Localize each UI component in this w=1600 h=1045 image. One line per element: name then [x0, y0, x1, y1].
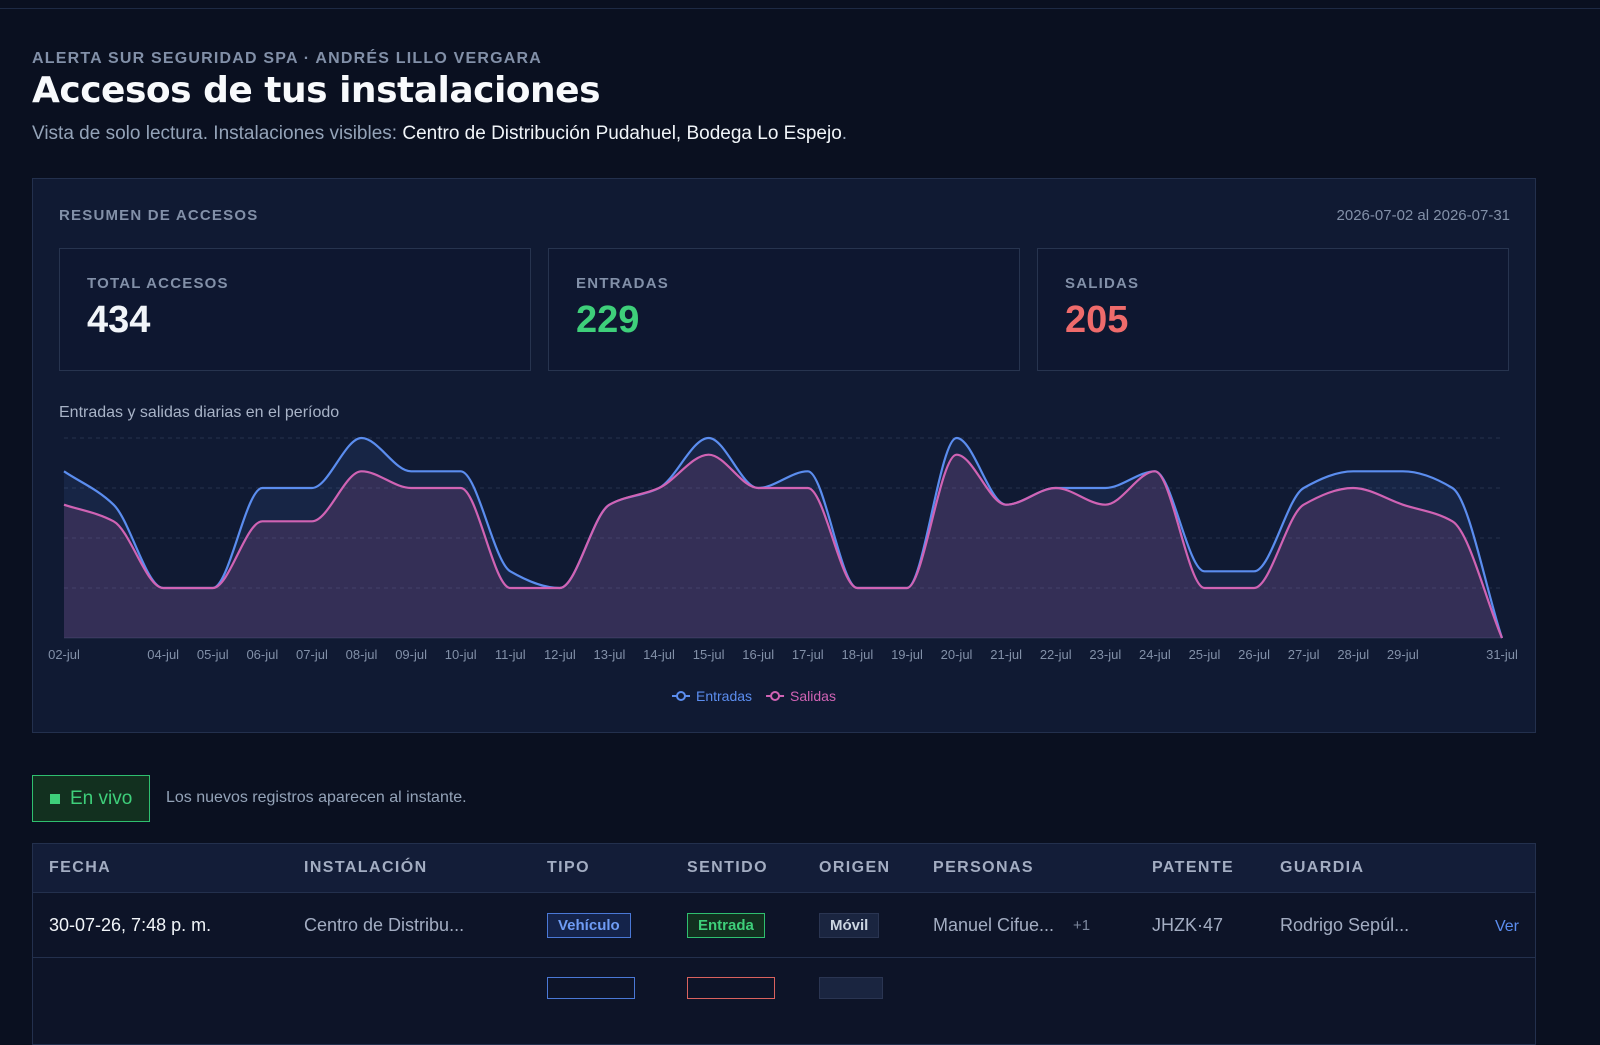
eyebrow: ALERTA SUR SEGURIDAD SPA · ANDRÉS LILLO … — [32, 50, 543, 67]
access-table: FECHA INSTALACIÓN TIPO SENTIDO ORIGEN PERSONA… — [32, 843, 1536, 1045]
subtitle-highlight: Centro de Distribución Pudahuel, Bodega … — [402, 123, 842, 144]
page-title: Accesos de tus instalaciones — [32, 70, 601, 111]
badge-outline — [547, 977, 635, 999]
column-header: TIPO — [547, 859, 590, 876]
cell-guard: Rodrigo Sepúl... — [1280, 915, 1410, 935]
cell-plate: JHZK·47 — [1152, 915, 1224, 935]
badge-type: Vehículo — [547, 913, 631, 938]
live-badge: En vivo — [32, 775, 150, 822]
stat-value: 205 — [1065, 299, 1129, 341]
summary-label: RESUMEN DE ACCESOS — [59, 207, 259, 224]
stat-card: ENTRADAS 229 — [548, 248, 1020, 371]
column-header: FECHA — [49, 859, 112, 876]
view-link[interactable]: Ver — [1494, 918, 1519, 935]
stat-label: SALIDAS — [1065, 275, 1140, 292]
badge-outline — [687, 977, 775, 999]
cell-date: 30-07-26, 7:48 p. m. — [49, 915, 212, 935]
stat-value: 229 — [576, 299, 640, 341]
subtitle: Vista de solo lectura. Instalaciones vis… — [32, 123, 847, 145]
cell-person-extra: +1 — [1073, 917, 1091, 934]
subtitle-suffix: . — [841, 123, 848, 144]
row-divider — [33, 957, 1535, 958]
page: ALERTA SUR SEGURIDAD SPA · ANDRÉS LILLO … — [0, 8, 1600, 1045]
badge-origin: Móvil — [819, 913, 880, 938]
stat-card: SALIDAS 205 — [1037, 248, 1509, 371]
column-header: PERSONAS — [933, 859, 1034, 876]
live-dot — [50, 794, 60, 804]
cell-person: Manuel Cifue... — [933, 915, 1055, 935]
column-header: INSTALACIÓN — [304, 859, 428, 876]
subtitle-prefix: Vista de solo lectura. Instalaciones vis… — [32, 123, 398, 144]
stat-value: 434 — [87, 299, 151, 341]
chart-title: Entradas y salidas diarias en el período — [59, 404, 340, 421]
live-note: Los nuevos registros aparecen al instant… — [166, 789, 467, 806]
column-header: SENTIDO — [687, 859, 768, 876]
badge-direction: Entrada — [687, 913, 765, 938]
column-header: ORIGEN — [819, 859, 891, 876]
badge-outline — [819, 977, 883, 999]
live-text: En vivo — [70, 788, 133, 809]
column-header: GUARDIA — [1280, 859, 1365, 876]
stat-label: ENTRADAS — [576, 275, 669, 292]
stat-label: TOTAL ACCESOS — [87, 275, 229, 292]
table-header — [33, 844, 1535, 893]
top-border — [0, 8, 1600, 9]
summary-period: 2026-07-02 al 2026-07-31 — [1336, 207, 1510, 224]
stat-card: TOTAL ACCESOS 434 — [59, 248, 531, 371]
column-header: PATENTE — [1152, 859, 1235, 876]
cell-site: Centro de Distribu... — [304, 915, 465, 935]
